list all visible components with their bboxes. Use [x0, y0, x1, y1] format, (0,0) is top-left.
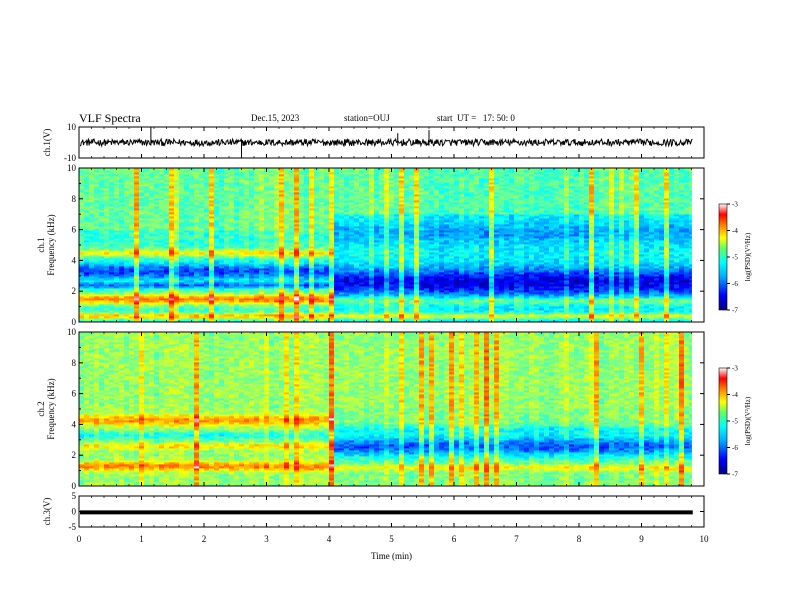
y-tick-label: 5	[72, 491, 77, 501]
y-tick-label: 2	[72, 450, 77, 460]
y-tick-label: 4	[72, 255, 77, 265]
x-tick-label: 8	[577, 534, 582, 544]
y-axis-channel-label: ch.2	[36, 401, 46, 416]
ch1-spectrogram-panel: 0 2 4 6 8 10 ch.1 Frequency (kHz) -3 -4 -5 -6 -7 log(…	[36, 163, 752, 327]
x-tick-label: 4	[327, 534, 332, 544]
colorbar-label: log(PSD)(V²/Hz)	[744, 396, 752, 445]
colorbar-tick-label: -4	[732, 227, 738, 235]
colorbar-gradient	[719, 368, 727, 474]
x-tick-label: 1	[139, 534, 144, 544]
y-tick-label: 8	[72, 358, 77, 368]
y-axis-label: Frequency (kHz)	[46, 378, 56, 439]
ch1-waveform-panel: 10 -10 ch.1(V)	[42, 122, 704, 163]
x-tick-label: 3	[264, 534, 269, 544]
x-tick-label: 2	[202, 534, 207, 544]
y-tick-label: 10	[67, 163, 77, 173]
colorbar-label: log(PSD)(V²/Hz)	[744, 232, 752, 281]
spectrogram-cells	[79, 168, 692, 322]
y-tick-label: 10	[67, 327, 77, 337]
y-tick-label: 0	[72, 317, 77, 327]
x-tick-label: 10	[700, 534, 710, 544]
x-tick-label: 6	[452, 534, 457, 544]
y-axis-label: ch.1(V)	[42, 129, 52, 157]
colorbar-tick-label: -6	[732, 280, 738, 288]
y-tick-label: 0	[72, 507, 77, 517]
y-tick-label: 6	[72, 225, 77, 235]
x-tick-label: 9	[639, 534, 644, 544]
y-axis-label: Frequency (kHz)	[46, 214, 56, 275]
colorbar-tick-label: -3	[732, 201, 738, 209]
x-axis-label: Time (min)	[371, 551, 412, 561]
colorbar-tick-label: -5	[732, 254, 738, 262]
y-tick-label: 8	[72, 194, 77, 204]
y-tick-label: 0	[72, 481, 77, 491]
x-tick-label: 0	[77, 534, 82, 544]
ch2-spectrogram-panel: 0 2 4 6 8 10 ch.2 Frequency (kHz) -3 -4 -5 -6 -7 log(…	[36, 327, 752, 491]
colorbar-tick-label: -4	[732, 391, 738, 399]
colorbar-tick-label: -6	[732, 444, 738, 452]
y-tick-label: 6	[72, 389, 77, 399]
colorbar-tick-label: -7	[732, 471, 738, 479]
x-tick-label: 7	[514, 534, 519, 544]
spectrogram-cells	[79, 332, 692, 486]
y-tick-label: 2	[72, 286, 77, 296]
colorbar-tick-label: -3	[732, 365, 738, 373]
y-axis-label: ch.3(V)	[42, 498, 52, 526]
colorbar-tick-label: -7	[732, 307, 738, 315]
colorbar-gradient	[719, 204, 727, 310]
y-tick-label: -5	[69, 522, 77, 532]
x-tick-label: 5	[389, 534, 394, 544]
y-axis-channel-label: ch.1	[36, 237, 46, 252]
colorbar-tick-label: -5	[732, 418, 738, 426]
y-tick-label: -10	[64, 153, 76, 163]
vlf-figure: 10-10ch.1(V)0246810ch.1 Frequency (kHz)-3…	[0, 0, 792, 612]
colorbar: -3 -4 -5 -6 -7 log(PSD)(V²/Hz)	[719, 365, 752, 479]
y-tick-label: 4	[72, 419, 77, 429]
y-tick-label: 10	[67, 122, 77, 132]
colorbar: -3 -4 -5 -6 -7 log(PSD)(V²/Hz)	[719, 201, 752, 315]
